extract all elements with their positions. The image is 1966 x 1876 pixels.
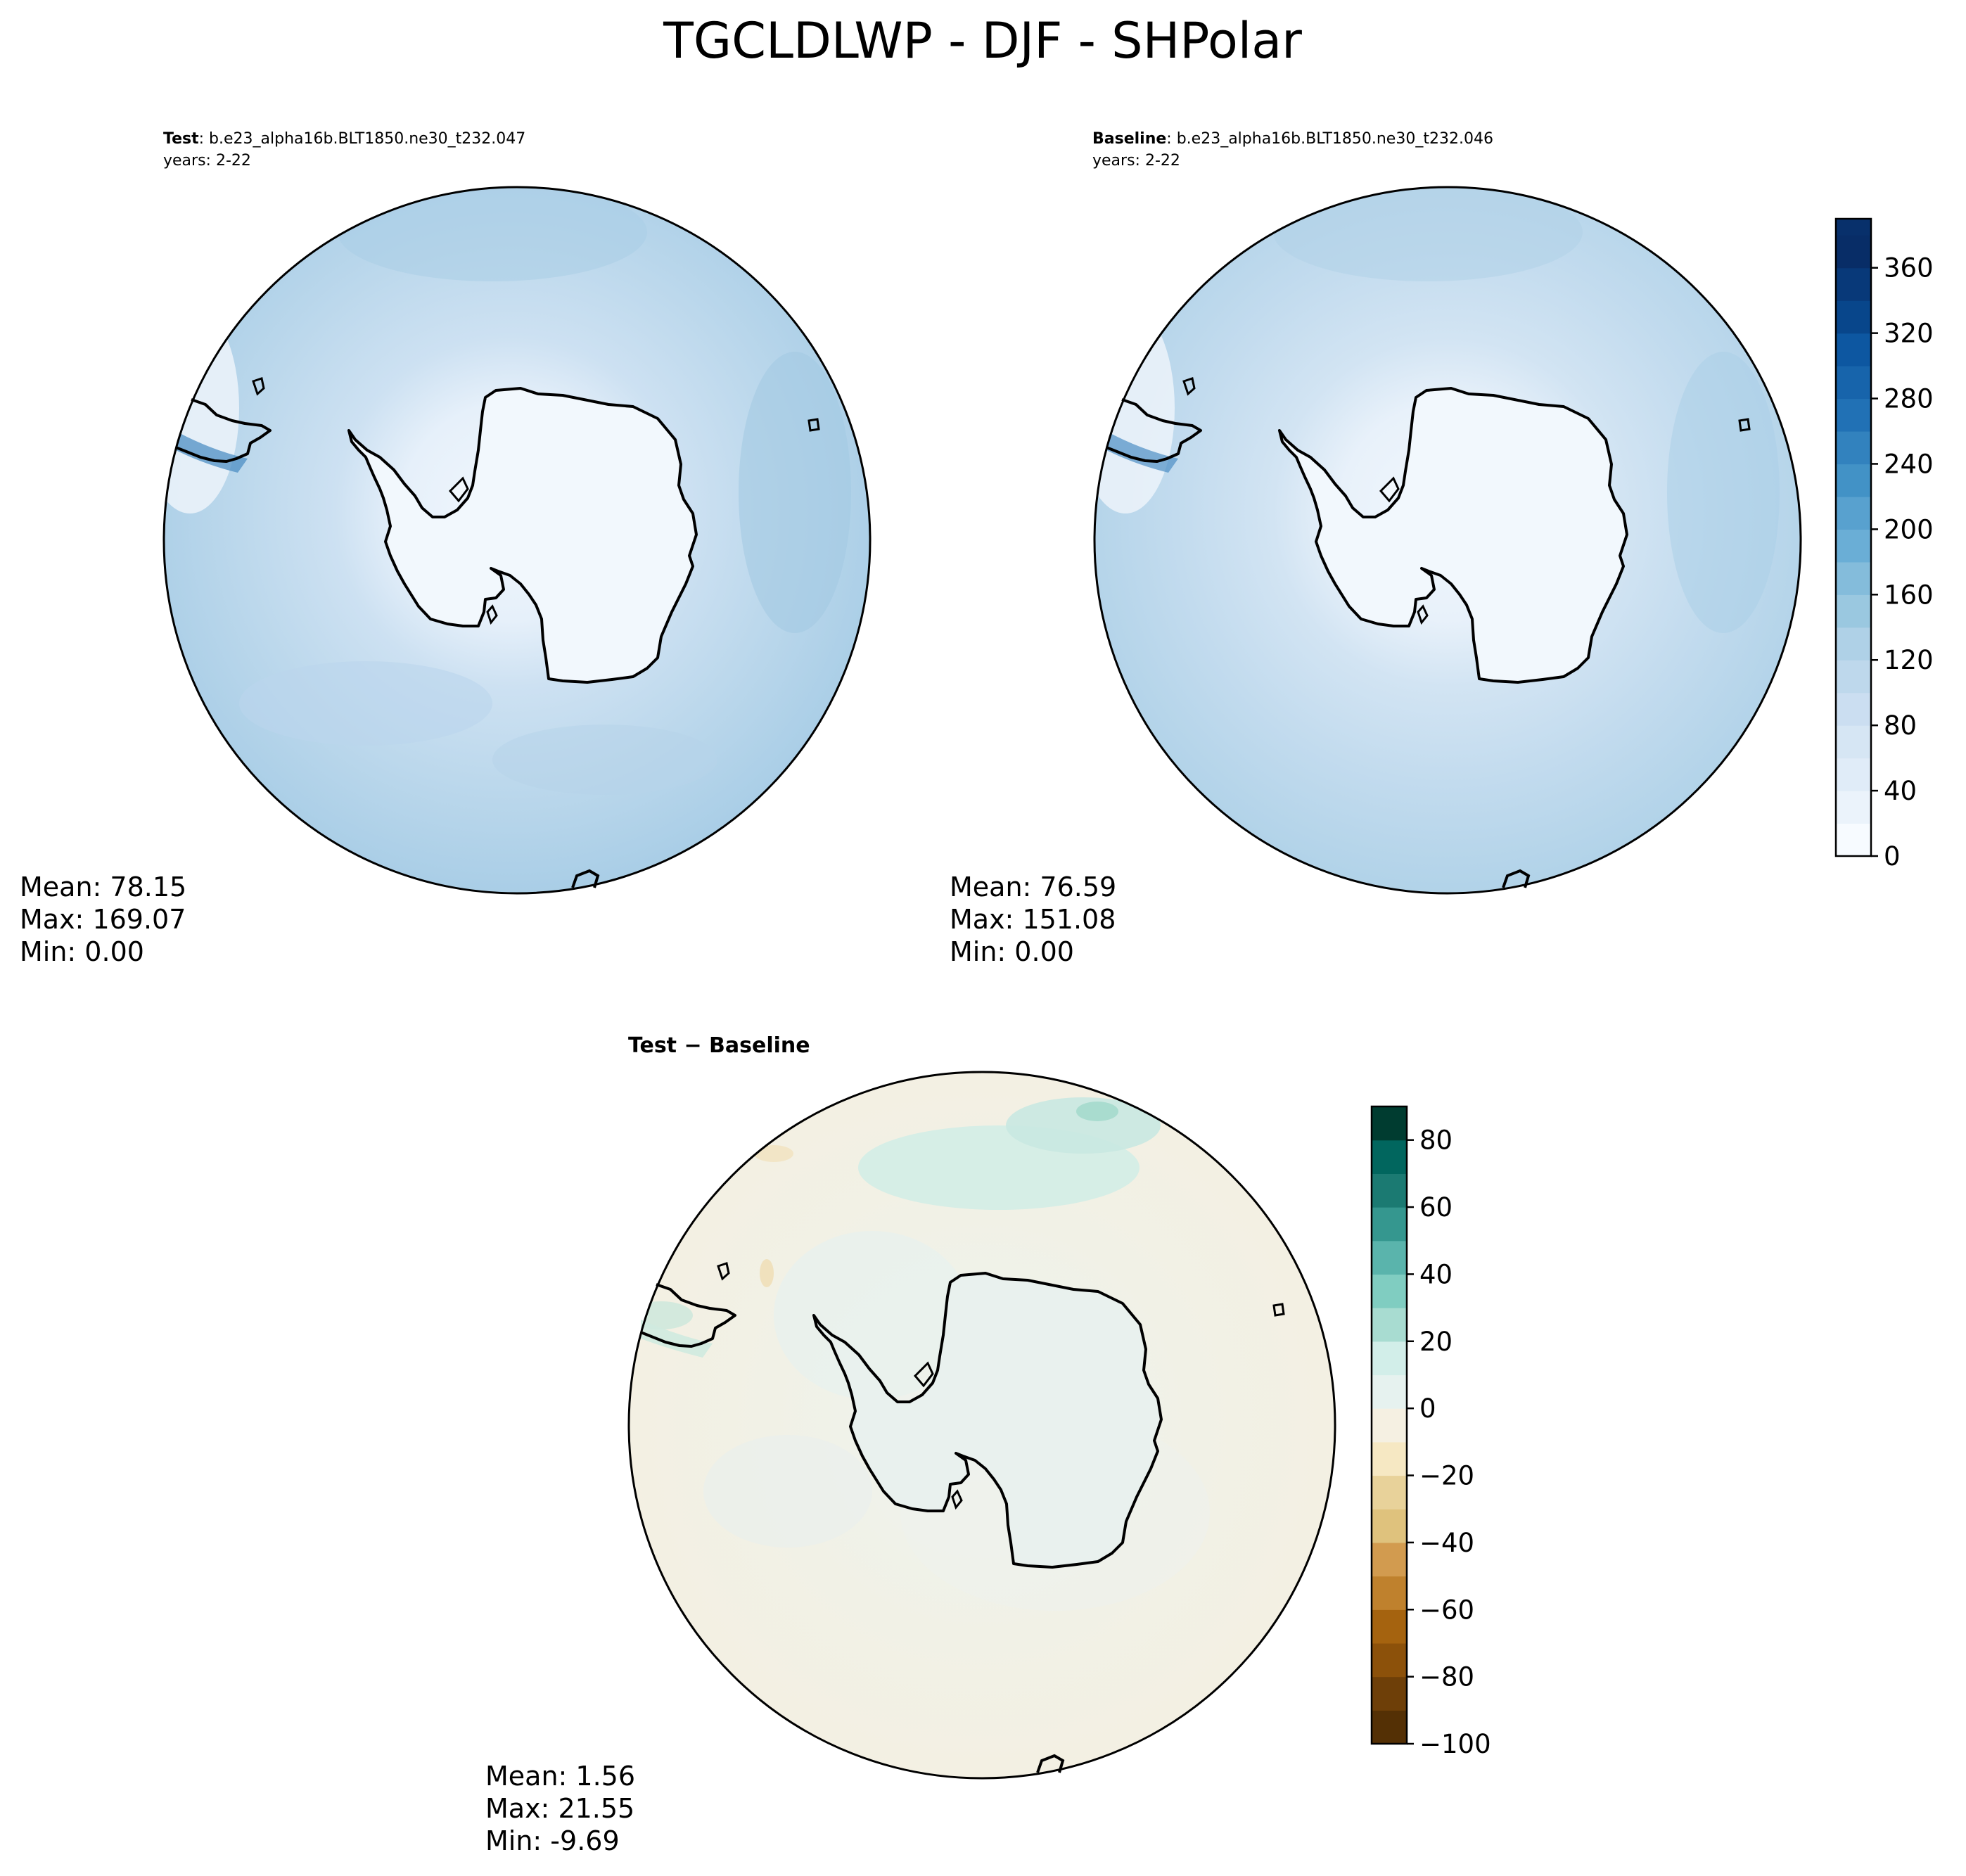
- panel-test-label: Test: [163, 130, 199, 148]
- colorbar-difference-tick-label: 0: [1419, 1393, 1436, 1424]
- colorbar-difference-tick-label: 40: [1419, 1259, 1453, 1289]
- colorbar-difference-segment: [1372, 1542, 1407, 1577]
- colorbar-difference-segment: [1372, 1341, 1407, 1376]
- colorbar-absolute-segment: [1836, 398, 1871, 432]
- colorbar-absolute-tick-label: 320: [1884, 319, 1934, 349]
- colorbar-difference-tick-label: −80: [1419, 1662, 1474, 1692]
- colorbar-absolute-tick-label: 200: [1884, 514, 1934, 544]
- colorbar-absolute-frame: [1834, 217, 1872, 857]
- colorbar-absolute-segment: [1836, 594, 1871, 628]
- colorbar-absolute-segment: [1836, 791, 1871, 824]
- colorbar-absolute-segment: [1836, 561, 1871, 595]
- colorbar-absolute-tick-label: 160: [1884, 580, 1934, 610]
- panel-difference-title: Test − Baseline: [628, 1033, 810, 1058]
- antarctica-outline-difference: [812, 1272, 1163, 1569]
- stats-baseline-min: Min: 0.00: [950, 936, 1074, 967]
- colorbar-absolute-segment: [1836, 366, 1871, 400]
- panel-test-years: years: 2-22: [163, 152, 251, 170]
- colorbar-absolute: 0 40 80 120 160 200 240 280 320 360: [1834, 217, 1934, 872]
- colorbar-difference-segment: [1372, 1308, 1407, 1342]
- colorbar-difference-frame: [1370, 1105, 1408, 1745]
- colorbar-difference-segment: [1372, 1207, 1407, 1242]
- colorbar-absolute-segment: [1836, 660, 1871, 694]
- colorbar-difference-segment: [1372, 1173, 1407, 1208]
- colorbar-absolute-segment: [1836, 627, 1871, 661]
- colorbar-difference-segment: [1372, 1374, 1407, 1409]
- colorbar-absolute-segment: [1836, 464, 1871, 497]
- colorbar-difference-segment: [1372, 1576, 1407, 1610]
- colorbar-difference-segment: [1372, 1106, 1407, 1141]
- colorbar-difference-tick-label: 20: [1419, 1327, 1453, 1357]
- colorbar-difference-segment: [1372, 1274, 1407, 1308]
- colorbar-difference-segment: [1372, 1140, 1407, 1174]
- map-boundary-baseline: [1093, 186, 1802, 895]
- stats-test-max: Max: 169.07: [20, 904, 186, 935]
- panel-baseline-case: : b.e23_alpha16b.BLT1850.ne30_t232.046: [1166, 130, 1493, 148]
- antarctica-outline-test: [347, 387, 698, 684]
- stats-test-min: Min: 0.00: [20, 936, 144, 967]
- panel-test: Test: b.e23_alpha16b.BLT1850.ne30_t232.0…: [20, 130, 872, 967]
- colorbar-difference-segment: [1372, 1710, 1407, 1744]
- colorbar-absolute-segment: [1836, 529, 1871, 563]
- colorbar-absolute-segment: [1836, 300, 1871, 334]
- colorbar-absolute-segment: [1836, 267, 1871, 301]
- panel-difference: Test − Baseline Mean: 1.56 Max: 21.55: [485, 1033, 1336, 1856]
- colorbar-difference-tick-label: 60: [1419, 1192, 1453, 1223]
- panel-baseline-label: Baseline: [1092, 130, 1166, 148]
- colorbar-difference-tick-label: −60: [1419, 1595, 1474, 1625]
- figure-title: TGCLDLWP - DJF - SHPolar: [663, 12, 1302, 70]
- colorbar-difference: −100 −80 −60 −40 −20 0 20 40 60 80: [1370, 1105, 1491, 1759]
- colorbar-difference-segment: [1372, 1642, 1407, 1678]
- stats-baseline-mean: Mean: 76.59: [950, 872, 1116, 902]
- colorbar-absolute-tick-label: 80: [1884, 710, 1917, 741]
- stats-difference-mean: Mean: 1.56: [485, 1761, 635, 1792]
- colorbar-difference-segment: [1372, 1441, 1407, 1476]
- stats-test-mean: Mean: 78.15: [20, 872, 186, 902]
- colorbar-absolute-segment: [1836, 219, 1871, 236]
- colorbar-absolute-tick-label: 280: [1884, 384, 1934, 414]
- colorbar-difference-tick-label: −40: [1419, 1528, 1474, 1558]
- colorbar-difference-segment: [1372, 1676, 1407, 1711]
- colorbar-absolute-tick-label: 360: [1884, 253, 1934, 283]
- colorbar-difference-tick-label: 80: [1419, 1125, 1453, 1156]
- panel-baseline-years: years: 2-22: [1092, 152, 1180, 170]
- south-america-outline-test: [175, 398, 272, 463]
- colorbar-difference-tick-label: −100: [1419, 1729, 1491, 1759]
- south-america-outline-difference: [640, 1283, 736, 1348]
- colorbar-absolute-tick-label: 240: [1884, 449, 1934, 479]
- colorbar-absolute-segment: [1836, 431, 1871, 465]
- colorbar-difference-segment: [1372, 1609, 1407, 1644]
- stats-difference-min: Min: -9.69: [485, 1825, 620, 1856]
- colorbar-absolute-segment: [1836, 496, 1871, 530]
- map-boundary-difference: [627, 1071, 1336, 1780]
- colorbar-absolute-segment: [1836, 692, 1871, 726]
- colorbar-difference-segment: [1372, 1408, 1407, 1443]
- panel-baseline-header: Baseline: b.e23_alpha16b.BLT1850.ne30_t2…: [1092, 130, 1493, 148]
- panel-test-case: : b.e23_alpha16b.BLT1850.ne30_t232.047: [199, 130, 526, 148]
- colorbar-absolute-segment: [1836, 758, 1871, 791]
- map-boundary-test: [162, 186, 872, 895]
- colorbar-difference-tick-label: −20: [1419, 1461, 1474, 1491]
- colorbar-absolute-segment: [1836, 725, 1871, 759]
- colorbar-difference-segment: [1372, 1475, 1407, 1510]
- antarctica-outline-baseline: [1278, 387, 1628, 684]
- colorbar-absolute-segment: [1836, 823, 1871, 857]
- stats-difference-max: Max: 21.55: [485, 1793, 634, 1824]
- colorbar-difference-segment: [1372, 1509, 1407, 1543]
- stats-baseline-max: Max: 151.08: [950, 904, 1116, 935]
- colorbar-absolute-segment: [1836, 333, 1871, 366]
- colorbar-absolute-segment: [1836, 235, 1871, 269]
- panel-test-header: Test: b.e23_alpha16b.BLT1850.ne30_t232.0…: [163, 130, 525, 148]
- panel-baseline: Baseline: b.e23_alpha16b.BLT1850.ne30_t2…: [950, 130, 1802, 967]
- colorbar-difference-segment: [1372, 1240, 1407, 1275]
- south-america-outline-baseline: [1106, 398, 1202, 463]
- colorbar-absolute-tick-label: 40: [1884, 776, 1917, 806]
- colorbar-absolute-tick-label: 0: [1884, 841, 1901, 872]
- colorbar-absolute-tick-label: 120: [1884, 645, 1934, 675]
